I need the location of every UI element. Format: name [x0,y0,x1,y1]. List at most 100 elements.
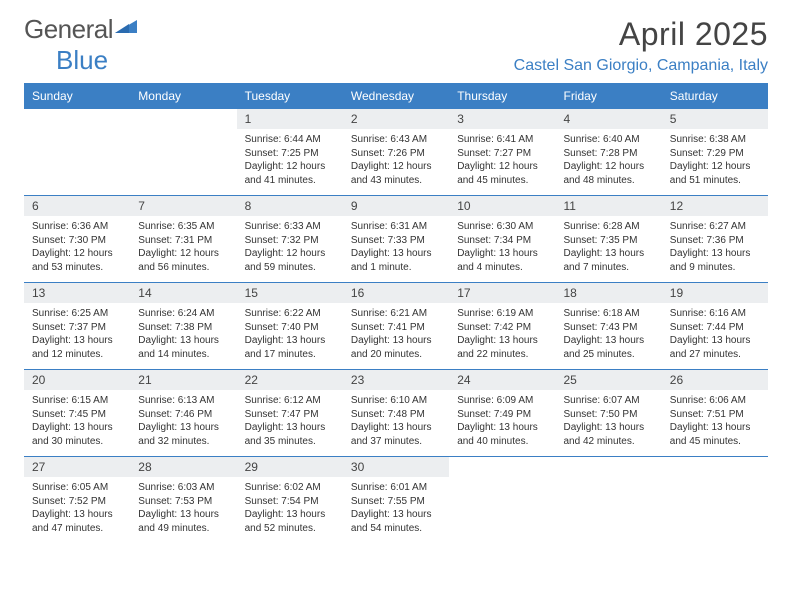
daylight-text-1: Daylight: 13 hours [245,335,326,346]
sunrise-text: Sunrise: 6:40 AM [563,134,639,145]
daylight-text-2: and 59 minutes. [245,262,316,273]
day-info: Sunrise: 6:19 AM Sunset: 7:42 PM Daylight:… [449,303,555,370]
daylight-text-2: and 17 minutes. [245,349,316,360]
sunset-text: Sunset: 7:31 PM [138,235,212,246]
day-info: Sunrise: 6:43 AMSunset: 7:26 PMDaylight:… [343,129,449,196]
weekday-header: Friday [555,83,661,109]
daylight-text-2: and 37 minutes. [351,436,422,447]
sunset-text: Sunset: 7:50 PM [563,409,637,420]
daylight-text-2: and 4 minutes. [457,262,523,273]
day-info: Sunrise: 6:33 AMSunset: 7:32 PMDaylight:… [237,216,343,283]
daylight-text-2: and 30 minutes. [32,436,103,447]
day-info: Sunrise: 6:18 AMSunset: 7:43 PMDaylight:… [555,303,661,370]
day-info: Sunrise: 6:13 AMSunset: 7:46 PMDaylight:… [130,390,236,457]
daylight-text-2: and 45 minutes. [670,436,741,447]
daylight-text-1: Daylight: 13 hours [563,335,644,346]
sunrise-text: Sunrise: 6:36 AM [32,221,108,232]
day-info: Sunrise: 6:30 AMSunset: 7:34 PMDaylight:… [449,216,555,283]
day-info: Sunrise: 6:28 AMSunset: 7:35 PMDaylight:… [555,216,661,283]
day-info: Sunrise: 6:27 AMSunset: 7:36 PMDaylight:… [662,216,768,283]
day-info: Sunrise: 6:06 AMSunset: 7:51 PMDaylight:… [662,390,768,457]
day-info: Sunrise: 6:05 AMSunset: 7:52 PMDaylight:… [24,477,130,543]
sunrise-text: Sunrise: 6:24 AM [138,308,214,319]
sunrise-text: Sunrise: 6:21 AM [351,308,427,319]
daylight-text-1: Daylight: 13 hours [457,248,538,259]
sunrise-text: Sunrise: 6:03 AM [138,482,214,493]
sunset-text: Sunset: 7:53 PM [138,496,212,507]
day-number: 11 [555,196,661,216]
day-number: 12 [662,196,768,216]
day-number: 3 [449,109,555,129]
daylight-text-1: Daylight: 13 hours [138,422,219,433]
day-number: 6 [24,196,130,216]
sunset-text: Sunset: 7:38 PM [138,322,212,333]
daylight-text-2: and 43 minutes. [351,175,422,186]
daylight-text-2: and 40 minutes. [457,436,528,447]
sunset-text: Sunset: 7:51 PM [670,409,744,420]
sunset-text: Sunset: 7:35 PM [563,235,637,246]
daylight-text-2: and 54 minutes. [351,523,422,534]
daylight-text-2: and 52 minutes. [245,523,316,534]
sunset-text: Sunset: 7:52 PM [32,496,106,507]
sunrise-text: Sunrise: 6:44 AM [245,134,321,145]
sunrise-text: Sunrise: 6:09 AM [457,395,533,406]
day-info: Sunrise: 6:22 AMSunset: 7:40 PMDaylight:… [237,303,343,370]
daylight-text-1: Daylight: 13 hours [563,248,644,259]
day-number: 16 [343,283,449,303]
empty-info [449,477,555,543]
daylight-text-1: Daylight: 12 hours [245,161,326,172]
sunset-text: Sunset: 7:27 PM [457,148,531,159]
daylight-text-1: Daylight: 12 hours [457,161,538,172]
day-number: 25 [555,370,661,390]
sunset-text: Sunset: 7:42 PM [457,322,531,333]
daylight-text-2: and 53 minutes. [32,262,103,273]
daylight-text-1: Daylight: 13 hours [457,335,538,346]
day-info: Sunrise: 6:44 AMSunset: 7:25 PMDaylight:… [237,129,343,196]
sunrise-text: Sunrise: 6:16 AM [670,308,746,319]
sunrise-text: Sunrise: 6:25 AM [32,308,108,319]
day-info: Sunrise: 6:10 AMSunset: 7:48 PMDaylight:… [343,390,449,457]
daylight-text-1: Daylight: 13 hours [351,248,432,259]
day-info: Sunrise: 6:41 AMSunset: 7:27 PMDaylight:… [449,129,555,196]
empty-day [449,457,555,477]
day-info: Sunrise: 6:03 AMSunset: 7:53 PMDaylight:… [130,477,236,543]
day-number: 10 [449,196,555,216]
day-number: 8 [237,196,343,216]
daylight-text-1: Daylight: 12 hours [138,248,219,259]
day-info: Sunrise: 6:21 AMSunset: 7:41 PMDaylight:… [343,303,449,370]
daylight-text-1: Daylight: 12 hours [351,161,432,172]
day-number: 28 [130,457,236,477]
sunrise-text: Sunrise: 6:01 AM [351,482,427,493]
sunrise-text: Sunrise: 6:18 AM [563,308,639,319]
daylight-text-1: Daylight: 13 hours [245,509,326,520]
day-number: 15 [237,283,343,303]
day-number: 20 [24,370,130,390]
daylight-text-2: and 9 minutes. [670,262,736,273]
sunset-text: Sunset: 7:55 PM [351,496,425,507]
weekday-header: Wednesday [343,83,449,109]
day-number: 18 [555,283,661,303]
day-info: Sunrise: 6:15 AMSunset: 7:45 PMDaylight:… [24,390,130,457]
day-number: 30 [343,457,449,477]
day-number: 4 [555,109,661,129]
sunrise-text: Sunrise: 6:31 AM [351,221,427,232]
daylight-text-2: and 51 minutes. [670,175,741,186]
sunrise-text: Sunrise: 6:15 AM [32,395,108,406]
daylight-text-2: and 42 minutes. [563,436,634,447]
sunset-text: Sunset: 7:37 PM [32,322,106,333]
day-info: Sunrise: 6:35 AMSunset: 7:31 PMDaylight:… [130,216,236,283]
sunrise-text: Sunrise: 6:06 AM [670,395,746,406]
daylight-text-2: and 7 minutes. [563,262,629,273]
daylight-text-1: Daylight: 13 hours [351,335,432,346]
daylight-text-2: and 12 minutes. [32,349,103,360]
day-number: 1 [237,109,343,129]
sunrise-text: Sunrise: 6:19 AM [457,308,533,319]
day-number: 21 [130,370,236,390]
day-number: 2 [343,109,449,129]
logo-triangle-icon [115,18,137,41]
weekday-header: Saturday [662,83,768,109]
day-info: Sunrise: 6:09 AMSunset: 7:49 PMDaylight:… [449,390,555,457]
day-number: 19 [662,283,768,303]
sunrise-text: Sunrise: 6:43 AM [351,134,427,145]
sunset-text: Sunset: 7:46 PM [138,409,212,420]
